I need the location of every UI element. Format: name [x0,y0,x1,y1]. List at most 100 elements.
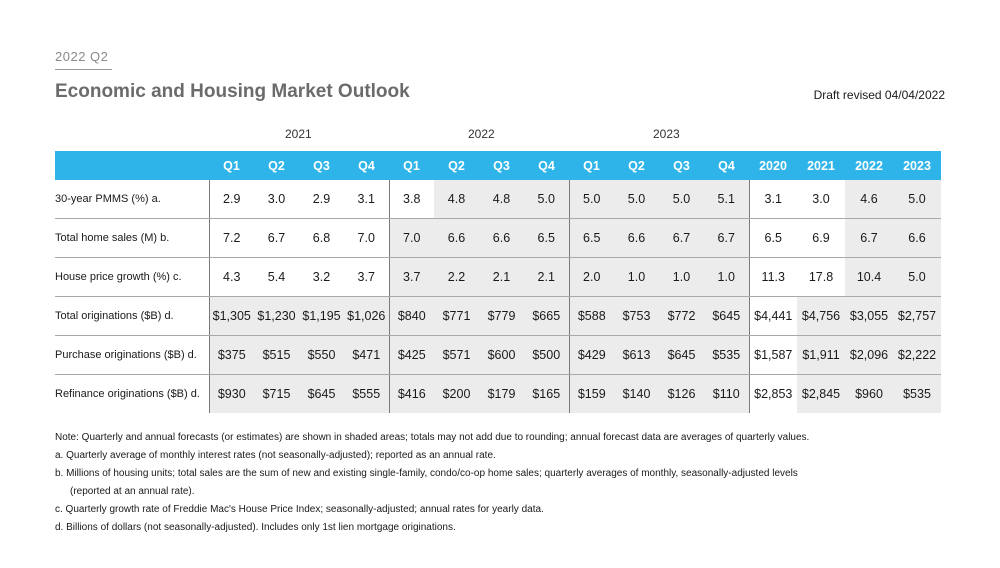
table-cell: $645 [659,335,704,375]
table-cell: $550 [299,335,344,375]
table-cell: $571 [434,335,479,375]
table-cell: 3.1 [344,180,389,219]
table-cell: $779 [479,296,524,336]
table-cell: 3.0 [797,180,845,219]
table-cell: $2,757 [893,296,941,336]
table-cell: $555 [344,374,389,413]
report-period: 2022 Q2 [55,49,109,64]
table-cell: $3,055 [845,296,893,336]
table-cell: 7.0 [344,218,389,258]
row-label: 30-year PMMS (%) a. [55,180,209,219]
footnote-main: Note: Quarterly and annual forecasts (or… [55,432,810,443]
table-row: Purchase originations ($B) d. $375 $515 … [55,335,941,375]
table-cell: $500 [524,335,569,375]
table-cell: $2,853 [748,374,797,413]
table-cell: $715 [254,374,299,413]
table-row: 30-year PMMS (%) a. 2.9 3.0 2.9 3.1 3.8 … [55,180,941,219]
table-cell: 4.3 [208,257,254,297]
table-cell: 6.6 [893,218,941,258]
table-cell: $1,195 [299,296,344,336]
table-cell: $4,441 [748,296,797,336]
table-cell: $2,845 [797,374,845,413]
table-cell: 2.0 [568,257,614,297]
table-cell: 6.5 [568,218,614,258]
table-cell: $2,096 [845,335,893,375]
col-header: Q3 [659,151,704,180]
page-title: Economic and Housing Market Outlook [55,81,410,102]
row-label: Total originations ($B) d. [55,296,209,336]
col-header: Q2 [254,151,299,180]
table-cell: 5.0 [893,180,941,219]
table-cell: $772 [659,296,704,336]
table-cell: 11.3 [748,257,797,297]
table-cell: $771 [434,296,479,336]
table-cell: 3.8 [388,180,434,219]
col-header: Q4 [344,151,389,180]
table-cell: $159 [568,374,614,413]
footnote-a: a. Quarterly average of monthly interest… [55,450,496,461]
table-cell: 3.1 [748,180,797,219]
col-header: Q1 [209,151,254,180]
col-header: Q2 [434,151,479,180]
header-label-cell [55,151,209,180]
table-cell: 4.8 [434,180,479,219]
table-cell: 5.0 [524,180,569,219]
table-cell: $1,587 [748,335,797,375]
table-cell: $535 [704,335,749,375]
table-cell: $1,305 [208,296,254,336]
col-header: 2022 [845,151,893,180]
table-cell: $930 [208,374,254,413]
table-cell: $613 [614,335,659,375]
col-header: Q3 [479,151,524,180]
table-cell: $1,911 [797,335,845,375]
table-cell: 5.0 [568,180,614,219]
table-cell: 6.7 [845,218,893,258]
table-cell: $840 [388,296,434,336]
table-cell: $200 [434,374,479,413]
footnote-b: b. Millions of housing units; total sale… [55,468,798,479]
table-row: Total home sales (M) b. 7.2 6.7 6.8 7.0 … [55,218,941,258]
table-cell: 5.4 [254,257,299,297]
table-cell: 6.6 [434,218,479,258]
table-cell: 6.5 [524,218,569,258]
table-cell: 5.0 [893,257,941,297]
table-cell: $665 [524,296,569,336]
outlook-table: Q1 Q2 Q3 Q4 Q1 Q2 Q3 Q4 Q1 Q2 Q3 Q4 2020… [55,151,941,413]
table-cell: 7.2 [208,218,254,258]
table-cell: $2,222 [893,335,941,375]
table-cell: $645 [704,296,749,336]
table-cell: $600 [479,335,524,375]
table-cell: $425 [388,335,434,375]
table-row: Refinance originations ($B) d. $930 $715… [55,374,941,413]
table-cell: $960 [845,374,893,413]
table-header-row: Q1 Q2 Q3 Q4 Q1 Q2 Q3 Q4 Q1 Q2 Q3 Q4 2020… [55,151,941,180]
table-cell: 1.0 [704,257,749,297]
row-label: Refinance originations ($B) d. [55,388,200,400]
col-header: Q1 [389,151,434,180]
table-cell: 2.2 [434,257,479,297]
table-cell: 2.9 [299,180,344,219]
table-cell: $471 [344,335,389,375]
table-cell: 6.6 [479,218,524,258]
table-cell: $588 [568,296,614,336]
table-cell: $753 [614,296,659,336]
col-header: Q4 [704,151,749,180]
table-cell: $1,230 [254,296,299,336]
table-cell: $515 [254,335,299,375]
row-label: Total home sales (M) b. [55,218,209,258]
table-row: Total originations ($B) d. $1,305 $1,230… [55,296,941,336]
table-cell: 3.7 [388,257,434,297]
footnote-b-continued: (reported at an annual rate). [70,486,195,497]
year-label-2021: 2021 [285,127,312,141]
kicker-divider [55,69,112,70]
table-cell: 5.0 [614,180,659,219]
table-cell: 1.0 [659,257,704,297]
table-cell: 2.1 [479,257,524,297]
table-cell: $140 [614,374,659,413]
table-cell: 2.9 [208,180,254,219]
table-cell: $375 [208,335,254,375]
col-header: Q1 [569,151,614,180]
table-cell: $126 [659,374,704,413]
table-cell: $110 [704,374,749,413]
table-cell: 7.0 [388,218,434,258]
